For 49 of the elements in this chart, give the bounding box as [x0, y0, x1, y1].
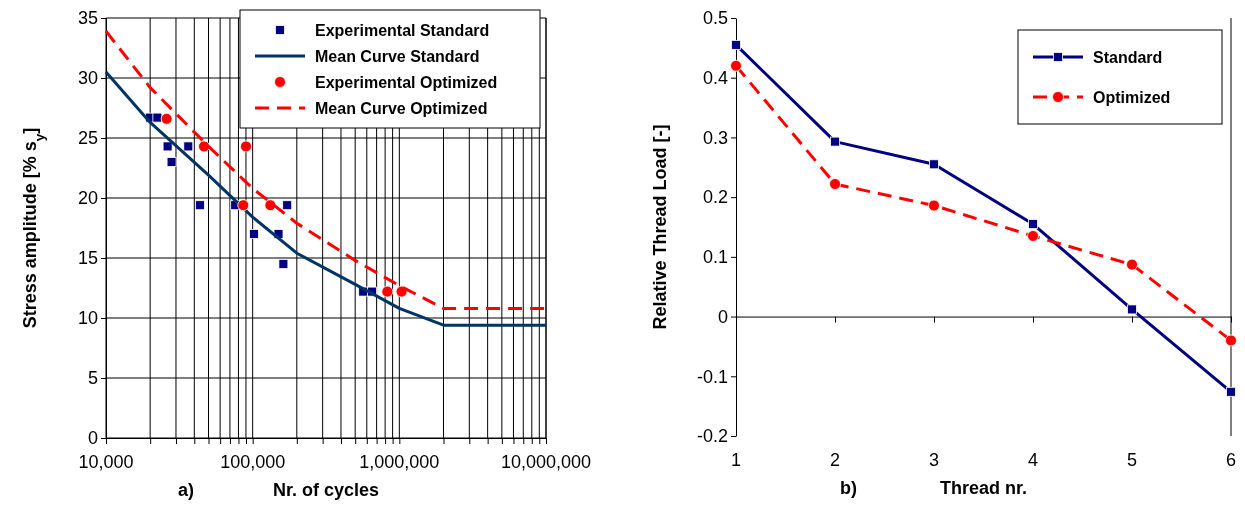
x-tick-label: 4 [1027, 450, 1039, 470]
y-tick-label: 0 [717, 306, 728, 327]
text: a) [177, 480, 195, 500]
point [1028, 219, 1038, 229]
y-tick-label: 0.1 [702, 247, 728, 268]
text: b) [840, 478, 857, 498]
x-tick-label: 6 [1225, 450, 1237, 470]
point [730, 59, 742, 72]
point [929, 159, 939, 170]
y-tick-label: 15 [77, 248, 98, 269]
x-tick-label: 2 [829, 450, 841, 470]
point [1027, 230, 1039, 242]
x-tick-label: 1,000,000 [359, 452, 440, 472]
point [731, 39, 741, 50]
y-tick-label: 20 [77, 188, 98, 209]
point [1225, 334, 1237, 347]
x-axis-title: Thread nr. [939, 478, 1028, 498]
x-tick-label: 5 [1126, 450, 1138, 470]
point [1226, 386, 1236, 397]
y-tick-label: 25 [77, 128, 98, 149]
x-tick-label: 100,000 [220, 452, 286, 472]
y-tick-label: 10 [77, 308, 98, 329]
legend-label: Experimental Optimized [315, 74, 498, 91]
y-tick-label: -0.1 [696, 366, 728, 387]
x-tick-label: 1 [730, 450, 742, 470]
x-axis-title: Nr. of cycles [272, 480, 380, 500]
x-tick-label: 10,000 [78, 452, 134, 472]
legend-label: Standard [1093, 49, 1163, 66]
y-tick-label: 0.2 [702, 187, 728, 208]
point [1127, 304, 1137, 315]
y-tick-label: -0.2 [696, 426, 728, 447]
y-tick-label: 0.3 [702, 127, 728, 148]
x-tick-label: 10,000,000 [500, 452, 592, 472]
y-tick-label: 5 [87, 368, 98, 389]
point [1126, 258, 1138, 271]
x-tick-label: 3 [928, 450, 940, 470]
point [928, 199, 940, 212]
legend-label: Mean Curve Standard [315, 48, 480, 65]
point [830, 136, 840, 147]
y-tick-label: 0.5 [702, 8, 728, 29]
legend-label: Optimized [1093, 89, 1171, 106]
y-tick-label: 0.4 [702, 67, 728, 88]
y-axis-title: Relative Thread Load [-] [650, 124, 670, 330]
point [829, 178, 841, 190]
legend-label: Mean Curve Optimized [315, 100, 488, 117]
y-tick-label: 0 [87, 428, 98, 449]
y-tick-label: 30 [77, 68, 98, 89]
legend-label: Experimental Standard [315, 22, 490, 39]
y-tick-label: 35 [77, 8, 98, 29]
